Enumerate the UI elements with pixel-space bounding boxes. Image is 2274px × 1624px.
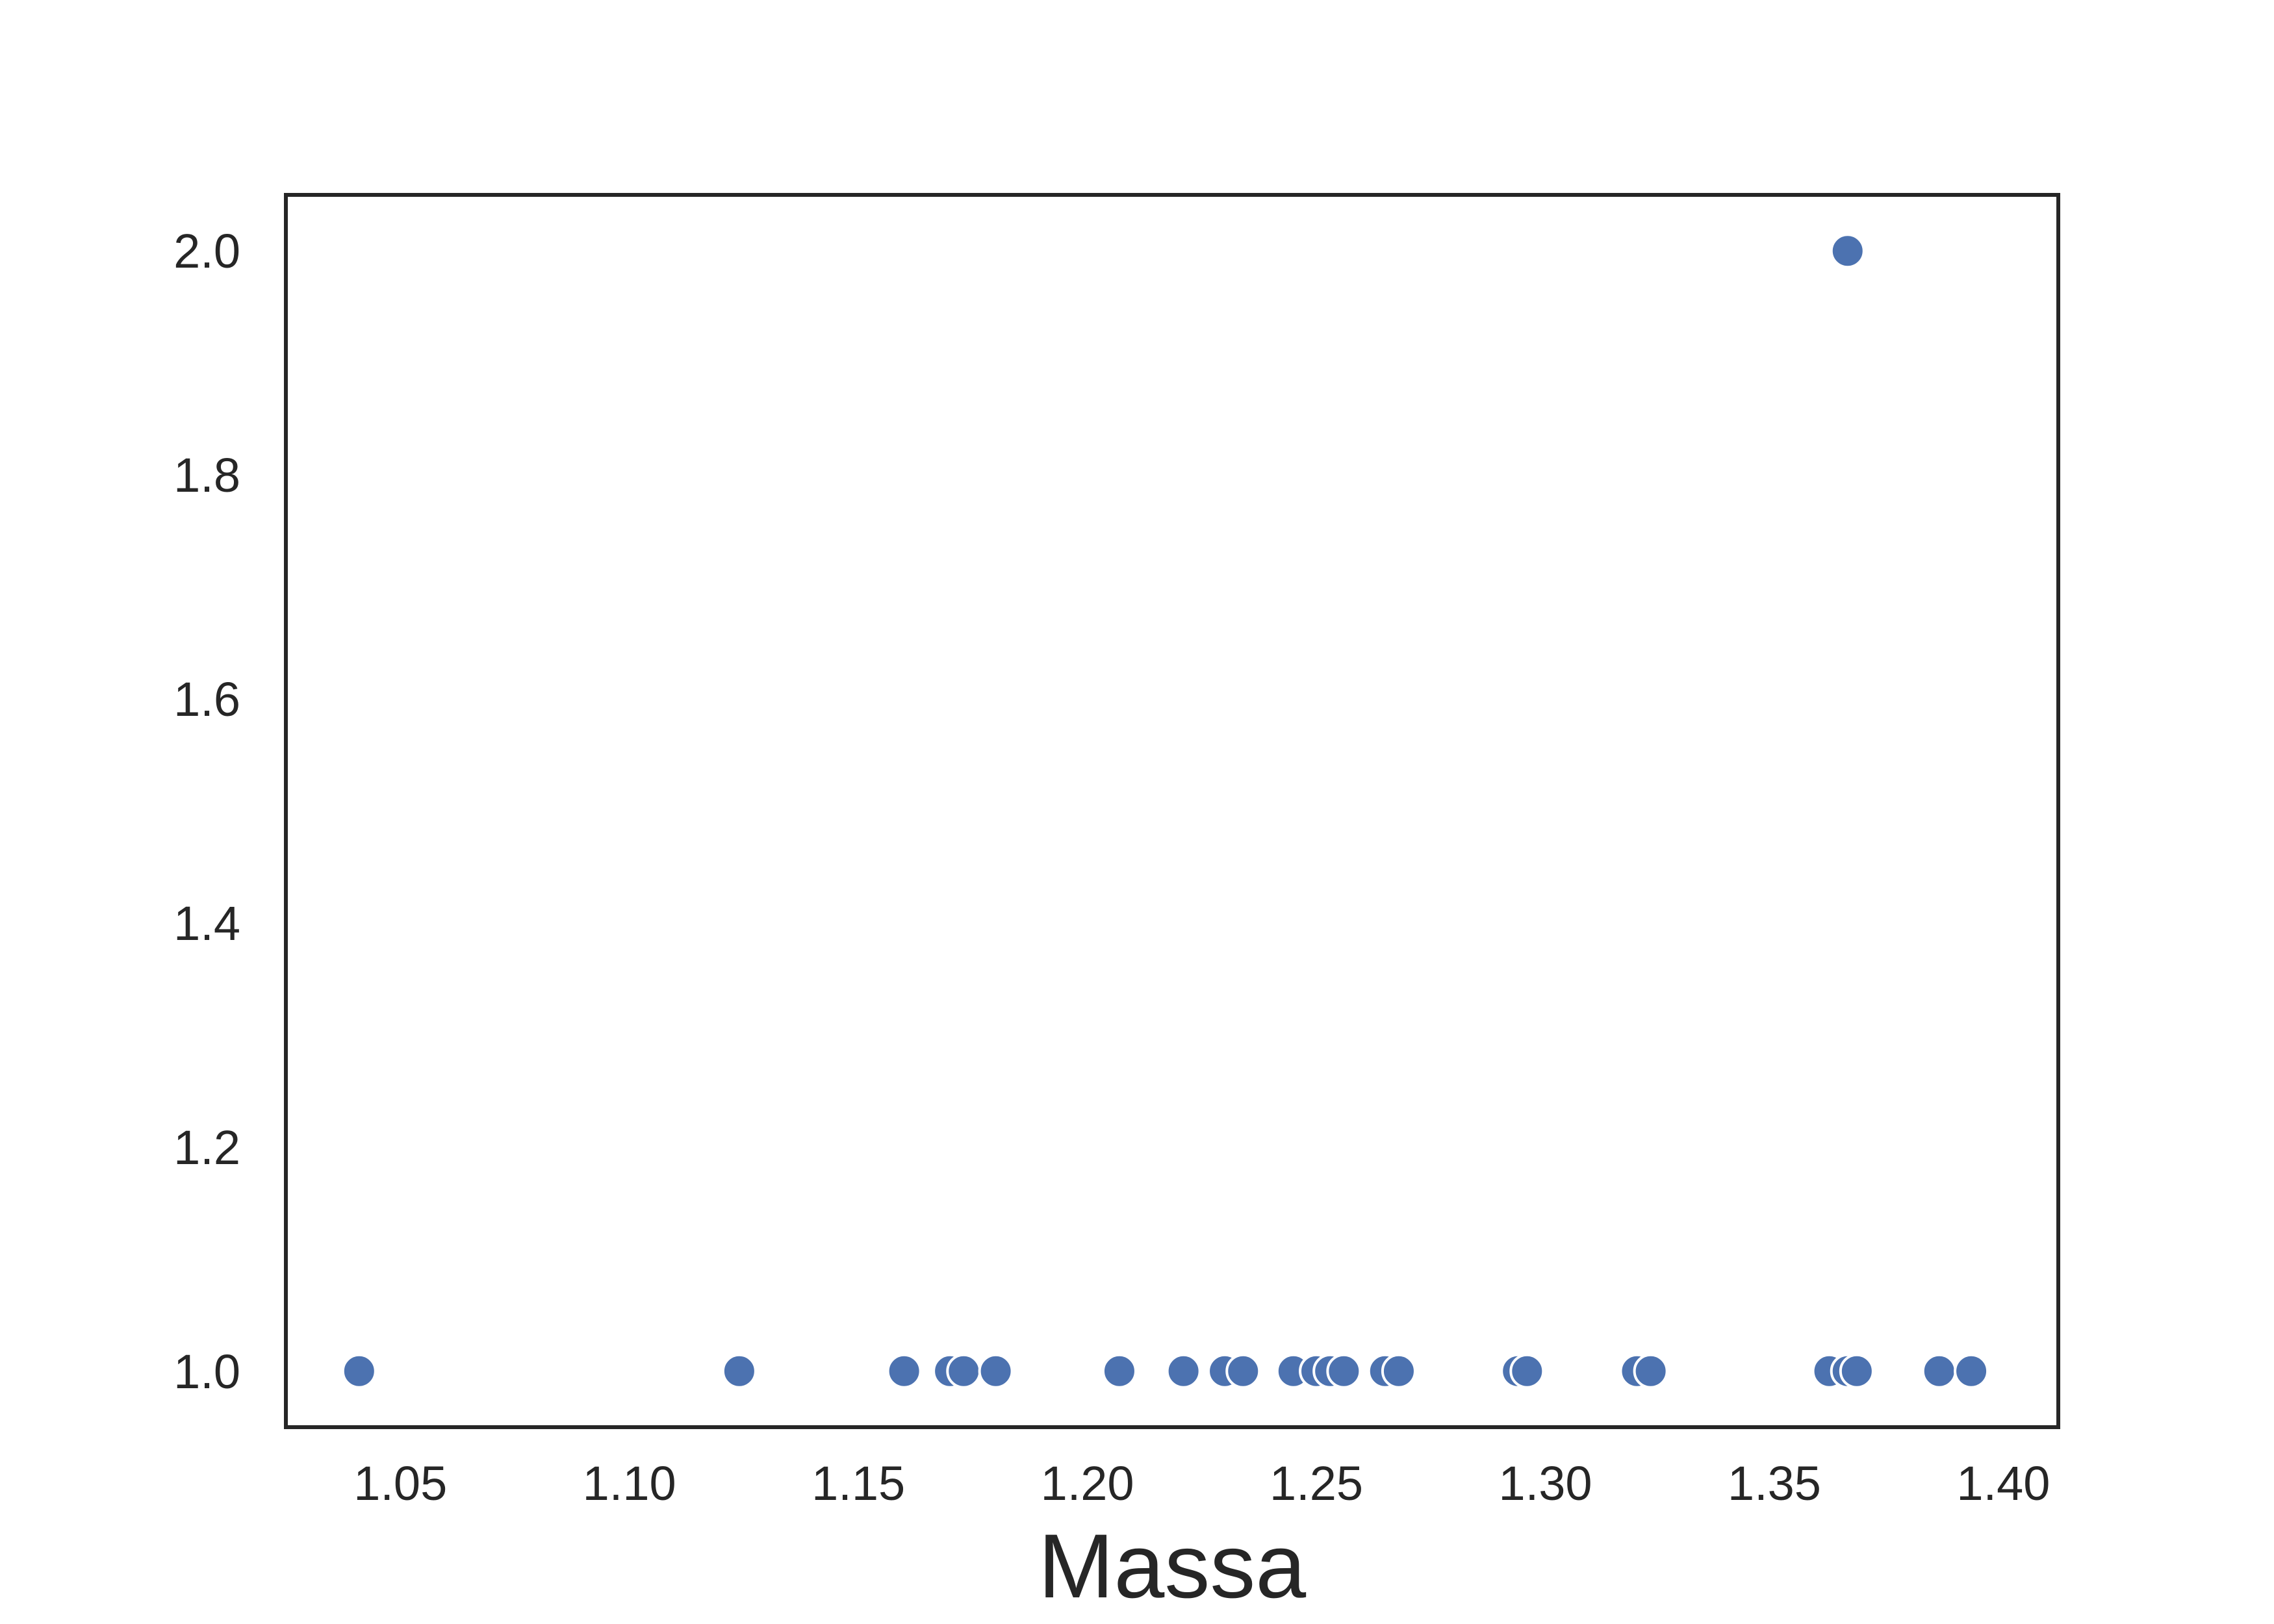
- y-tick-label: 1.6: [173, 672, 240, 726]
- points-layer: [341, 233, 1989, 1389]
- data-point: [1921, 1353, 1957, 1389]
- data-point: [1166, 1353, 1201, 1389]
- x-tick-label: 1.35: [1728, 1456, 1821, 1510]
- data-point: [721, 1353, 757, 1389]
- plot-frame: [284, 193, 2060, 1429]
- x-tick-label: 1.15: [811, 1456, 905, 1510]
- data-point: [1225, 1353, 1261, 1389]
- x-tick-label: 1.05: [353, 1456, 447, 1510]
- y-tick-label: 1.0: [173, 1345, 240, 1399]
- x-axis-title: Massa: [1038, 1515, 1306, 1617]
- y-tick-labels: 1.0 1.2 1.4 1.6 1.8 2.0: [173, 224, 240, 1399]
- x-tick-label: 1.10: [583, 1456, 676, 1510]
- data-point: [886, 1353, 922, 1389]
- data-point: [1954, 1353, 1989, 1389]
- y-tick-label: 2.0: [173, 224, 240, 278]
- x-tick-label: 1.30: [1498, 1456, 1592, 1510]
- x-tick-labels: 1.05 1.10 1.15 1.20 1.25 1.30 1.35 1.40: [353, 1456, 2050, 1510]
- data-point: [978, 1353, 1014, 1389]
- data-point: [1830, 233, 1865, 269]
- data-point: [1633, 1353, 1668, 1389]
- x-tick-label: 1.40: [1956, 1456, 2050, 1510]
- data-point: [1839, 1353, 1874, 1389]
- x-tick-label: 1.25: [1270, 1456, 1363, 1510]
- y-tick-label: 1.8: [173, 448, 240, 502]
- data-point: [1101, 1353, 1137, 1389]
- data-point: [1509, 1353, 1545, 1389]
- y-tick-label: 1.2: [173, 1121, 240, 1174]
- data-point: [1381, 1353, 1416, 1389]
- data-point: [1326, 1353, 1362, 1389]
- data-point: [341, 1353, 377, 1389]
- y-tick-label: 1.4: [173, 896, 240, 950]
- x-tick-label: 1.20: [1041, 1456, 1134, 1510]
- data-point: [946, 1353, 982, 1389]
